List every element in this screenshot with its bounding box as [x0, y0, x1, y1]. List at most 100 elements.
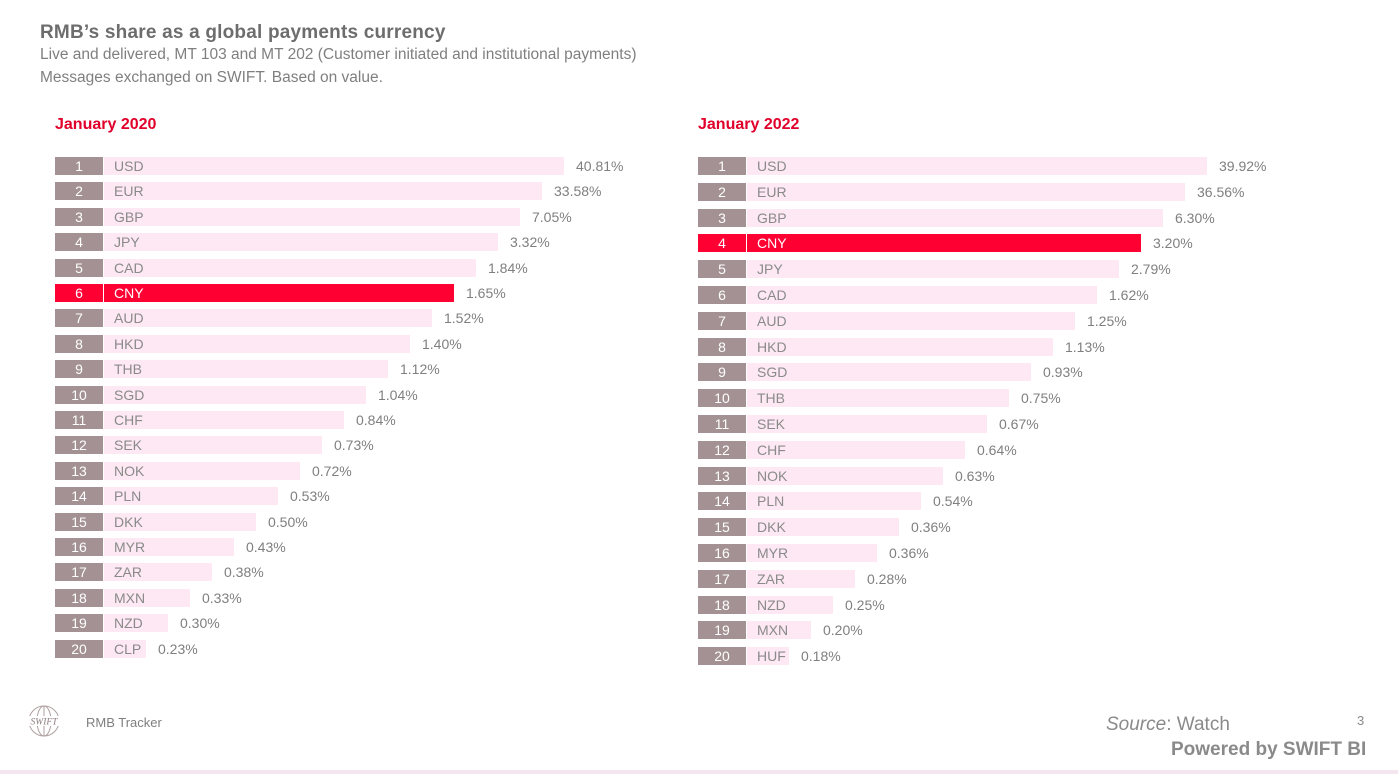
- value-label: 0.73%: [334, 437, 374, 454]
- bar-nok: [747, 466, 943, 485]
- currency-label: CAD: [757, 287, 787, 303]
- value-label: 0.72%: [312, 462, 352, 479]
- value-label: 0.28%: [867, 570, 907, 587]
- currency-label: HUF: [757, 648, 786, 665]
- rank-label: 18: [55, 588, 103, 607]
- bottom-divider: [0, 770, 1398, 774]
- currency-label: AUD: [757, 312, 787, 329]
- rank-label: 7: [698, 311, 746, 330]
- rank-label: 16: [55, 538, 103, 556]
- rank-label: 3: [698, 208, 746, 227]
- bar-cad: [104, 258, 476, 277]
- bar-cny: [104, 284, 454, 302]
- bar-chf: [104, 411, 344, 429]
- bar-cad: [747, 286, 1097, 304]
- value-label: 0.25%: [845, 596, 885, 613]
- rank-label: 14: [698, 492, 746, 511]
- bar-thb: [747, 389, 1009, 408]
- rank-label: 10: [698, 389, 746, 408]
- rank-label: 13: [698, 466, 746, 485]
- bar-hkd: [104, 334, 410, 353]
- bar-chf: [747, 440, 965, 459]
- bar-gbp: [104, 207, 520, 226]
- value-label: 1.40%: [422, 335, 462, 352]
- rank-label: 4: [55, 233, 103, 252]
- bar-mxn: [104, 588, 190, 607]
- bar-dkk: [747, 518, 899, 537]
- currency-label: CAD: [114, 259, 144, 276]
- value-label: 0.30%: [180, 615, 220, 632]
- currency-label: CHF: [757, 441, 786, 458]
- value-label: 0.38%: [224, 564, 264, 581]
- rank-label: 2: [55, 182, 103, 201]
- rank-label: 11: [55, 411, 103, 429]
- value-label: 0.53%: [290, 488, 330, 505]
- rank-label: 7: [55, 309, 103, 328]
- rank-label: 15: [55, 512, 103, 531]
- rank-label: 1: [698, 157, 746, 175]
- rank-label: 12: [698, 440, 746, 459]
- value-label: 0.75%: [1021, 390, 1061, 407]
- rank-label: 9: [698, 363, 746, 382]
- currency-label: ZAR: [114, 564, 142, 581]
- currency-label: GBP: [757, 209, 787, 226]
- chart-subtitle-2: Messages exchanged on SWIFT. Based on va…: [40, 69, 383, 86]
- value-label: 0.84%: [356, 412, 396, 428]
- value-label: 0.63%: [955, 467, 995, 484]
- bar-eur: [747, 182, 1185, 201]
- currency-label: CNY: [114, 285, 144, 301]
- currency-label: USD: [114, 158, 144, 174]
- rank-label: 1: [55, 157, 103, 175]
- bar-pln: [104, 487, 278, 506]
- currency-label: SGD: [114, 386, 145, 403]
- value-label: 39.92%: [1219, 158, 1267, 174]
- value-label: 1.25%: [1087, 312, 1127, 329]
- bar-nzd: [747, 595, 833, 614]
- bar-zar: [104, 563, 212, 582]
- powered-by: Powered by SWIFT BI: [1171, 739, 1367, 760]
- bar-sgd: [747, 363, 1031, 382]
- rank-label: 14: [55, 487, 103, 506]
- rank-label: 6: [698, 286, 746, 304]
- rank-label: 15: [698, 518, 746, 537]
- bar-dkk: [104, 512, 256, 531]
- currency-label: EUR: [757, 183, 787, 200]
- bar-usd: [747, 157, 1207, 175]
- value-label: 0.50%: [268, 513, 308, 530]
- rank-label: 19: [698, 621, 746, 640]
- currency-label: PLN: [757, 493, 785, 510]
- bar-aud: [104, 309, 432, 328]
- rank-label: 6: [55, 284, 103, 302]
- currency-label: NOK: [757, 467, 788, 484]
- rank-label: 12: [55, 436, 103, 455]
- currency-label: HKD: [757, 338, 787, 355]
- currency-label: PLN: [114, 488, 142, 505]
- bar-aud: [747, 311, 1075, 330]
- currency-label: THB: [757, 390, 785, 407]
- bar-sek: [104, 436, 322, 455]
- currency-label: NZD: [114, 615, 143, 632]
- currency-label: DKK: [114, 513, 143, 530]
- value-label: 1.04%: [378, 386, 418, 403]
- rank-label: 5: [55, 258, 103, 277]
- value-label: 0.64%: [977, 441, 1017, 458]
- currency-label: SEK: [757, 416, 786, 432]
- bar-cny: [747, 234, 1141, 253]
- bar-usd: [104, 157, 564, 175]
- source-value: : Watch: [1166, 714, 1230, 735]
- value-label: 40.81%: [576, 158, 624, 174]
- currency-label: MYR: [757, 545, 789, 561]
- value-label: 3.20%: [1153, 235, 1193, 252]
- currency-label: AUD: [114, 310, 144, 327]
- value-label: 1.52%: [444, 310, 484, 327]
- value-label: 1.84%: [488, 259, 528, 276]
- bar-gbp: [747, 208, 1163, 227]
- rank-label: 3: [55, 207, 103, 226]
- source-note: Source: Watch: [1106, 714, 1230, 736]
- bar-jpy: [747, 260, 1119, 279]
- rank-label: 8: [55, 334, 103, 353]
- currency-label: EUR: [114, 183, 144, 200]
- rank-label: 17: [698, 569, 746, 588]
- value-label: 0.43%: [246, 539, 286, 555]
- value-label: 0.23%: [158, 640, 198, 657]
